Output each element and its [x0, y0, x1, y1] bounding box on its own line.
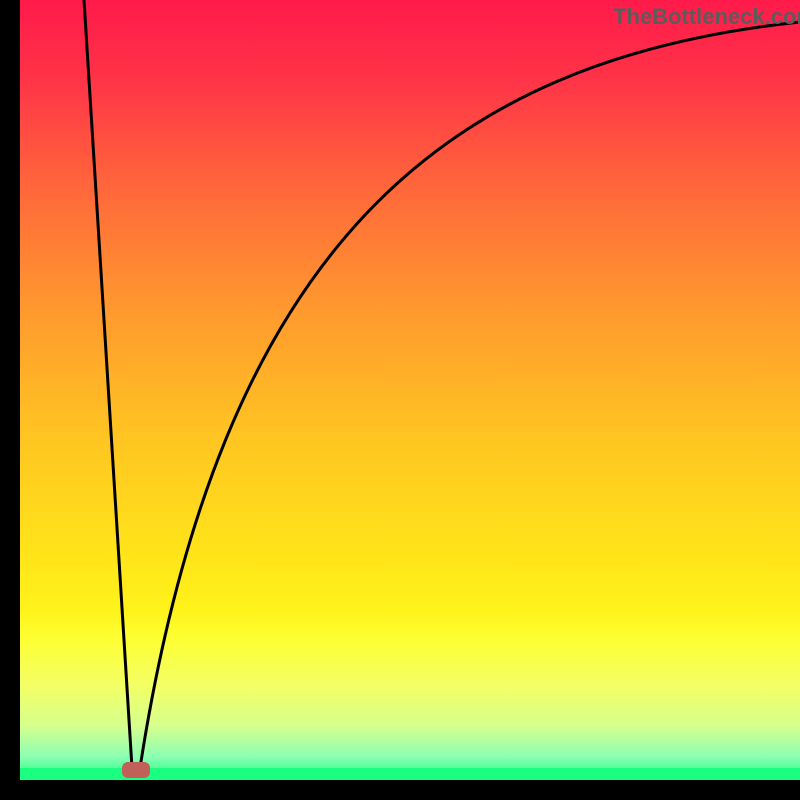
curve-left-line	[84, 0, 132, 768]
curve-right-arc	[140, 22, 800, 768]
minimum-marker	[122, 762, 150, 778]
plot-area	[20, 0, 800, 780]
curve-plot	[20, 0, 800, 780]
chart-frame: TheBottleneck.com	[0, 0, 800, 800]
watermark-text: TheBottleneck.com	[613, 4, 800, 30]
